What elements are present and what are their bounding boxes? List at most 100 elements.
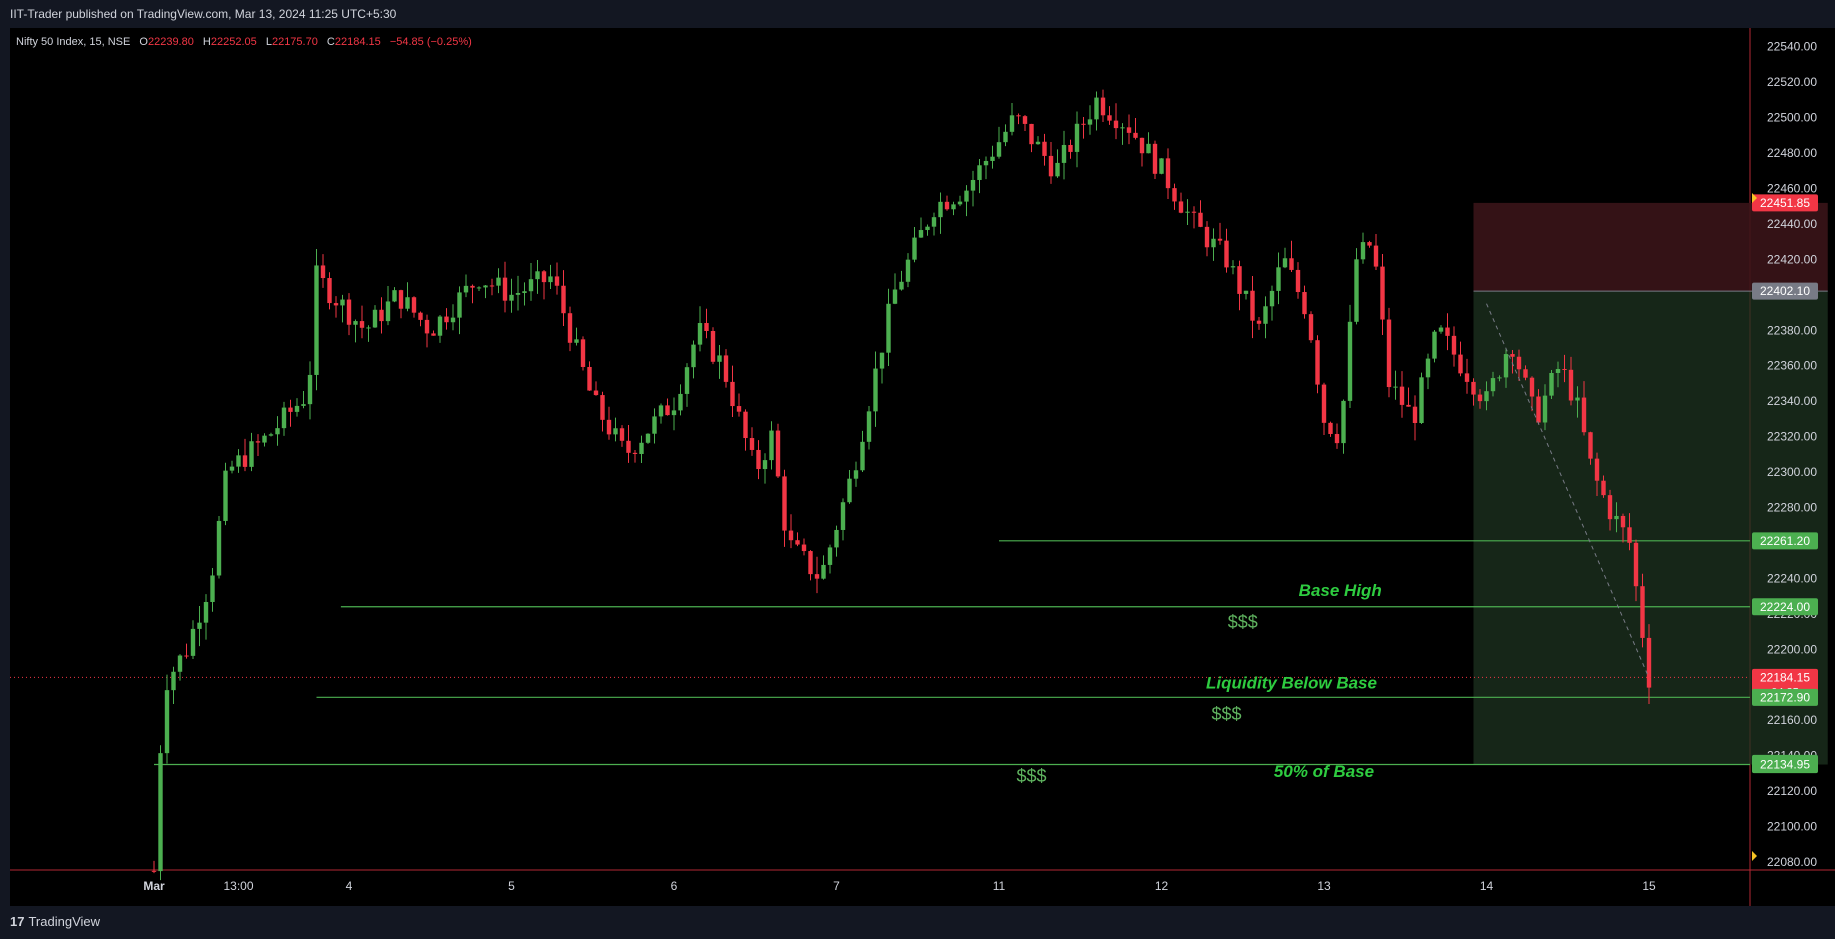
candle-up xyxy=(1087,119,1093,125)
price-tag[interactable] xyxy=(1752,282,1818,300)
candle-down xyxy=(1510,354,1515,357)
candle-down xyxy=(1594,458,1600,481)
price-tag[interactable] xyxy=(1752,194,1818,212)
trend-line[interactable] xyxy=(1486,303,1648,675)
candle-down xyxy=(1204,226,1210,248)
alert-marker-icon[interactable] xyxy=(1752,193,1757,203)
candle-down xyxy=(1458,354,1463,374)
candle-up xyxy=(307,374,313,405)
price-tag[interactable] xyxy=(1752,756,1818,774)
candle-up xyxy=(210,575,215,602)
candle-up xyxy=(990,156,995,161)
candle-up xyxy=(970,179,976,191)
legend-close-value: 22184.15 xyxy=(335,36,381,48)
chart[interactable]: Base High $$$ Liquidity Below Base $$$ 50% o… xyxy=(0,0,1835,906)
legend-low-label: L xyxy=(266,36,272,48)
candle-down xyxy=(242,455,248,467)
y-tick-label: 22500.00 xyxy=(1767,111,1817,125)
candle-down xyxy=(1646,637,1652,688)
candle-down xyxy=(320,265,326,279)
y-tick-label: 22540.00 xyxy=(1767,40,1817,54)
candle-down xyxy=(1620,515,1626,528)
candle-down xyxy=(1224,240,1229,268)
x-tick-label: 7 xyxy=(833,879,840,893)
candle-up xyxy=(1393,386,1398,388)
tradingview-logo[interactable]: 17 TradingView xyxy=(10,914,100,929)
candle-down xyxy=(1048,155,1054,177)
candle-up xyxy=(762,460,768,470)
annotation-label: Liquidity Below Base xyxy=(1206,673,1377,692)
candle-down xyxy=(1562,369,1567,371)
stop-loss-zone[interactable] xyxy=(1473,202,1828,292)
candle-up xyxy=(1360,242,1366,260)
candle-up xyxy=(1555,369,1561,373)
candle-up xyxy=(1354,259,1359,322)
candle-up xyxy=(197,622,202,629)
price-tag[interactable] xyxy=(1752,688,1818,706)
candle-up xyxy=(1503,354,1509,378)
candle-down xyxy=(801,544,807,552)
candle-down xyxy=(736,406,742,412)
candle-up xyxy=(645,433,651,443)
price-tag[interactable] xyxy=(1752,532,1818,550)
candle-up xyxy=(535,271,540,280)
candle-down xyxy=(561,285,566,314)
candle-down xyxy=(606,419,612,435)
candle-down xyxy=(418,312,423,320)
candle-up xyxy=(853,470,859,479)
candle-up xyxy=(522,291,527,293)
y-tick-label: 22120.00 xyxy=(1767,784,1817,798)
candle-up xyxy=(905,259,911,282)
candle-up xyxy=(977,165,982,180)
candle-down xyxy=(1302,292,1307,315)
candle-up xyxy=(372,309,378,328)
candle-down xyxy=(626,440,631,453)
candle-up xyxy=(912,237,917,260)
candle-down xyxy=(1412,406,1418,423)
candle-up xyxy=(1542,395,1548,423)
candle-down xyxy=(151,870,157,872)
candle-up xyxy=(515,292,521,295)
price-tag[interactable] xyxy=(1752,598,1818,616)
legend-close-label: C xyxy=(327,36,335,48)
candle-down xyxy=(379,309,384,322)
candle-up xyxy=(899,281,904,290)
candle-up xyxy=(457,292,462,318)
candle-down xyxy=(1081,123,1086,125)
candle-down xyxy=(1321,384,1327,423)
candle-up xyxy=(548,276,553,283)
price-tag-value: 22134.95 xyxy=(1760,758,1810,772)
candle-down xyxy=(1133,132,1138,138)
y-tick-label: 22520.00 xyxy=(1767,75,1817,89)
candle-up xyxy=(1497,377,1502,379)
candle-down xyxy=(1315,340,1320,385)
candle-up xyxy=(450,317,456,323)
candle-up xyxy=(1211,238,1216,248)
candle-down xyxy=(1178,201,1184,213)
candle-up xyxy=(1003,131,1008,143)
candle-down xyxy=(1152,143,1158,174)
candle-down xyxy=(1516,356,1522,370)
brand-name: TradingView xyxy=(28,914,101,929)
x-tick-label: 5 xyxy=(508,879,515,893)
candle-up xyxy=(886,303,891,353)
candle-up xyxy=(1282,258,1288,268)
candle-up xyxy=(691,344,696,368)
candle-down xyxy=(1022,116,1028,124)
candle-up xyxy=(1347,321,1353,401)
candle-up xyxy=(216,520,222,576)
alert-marker-icon[interactable] xyxy=(1752,851,1757,861)
candle-up xyxy=(1341,400,1346,444)
candle-up xyxy=(574,339,579,343)
y-tick-label: 22240.00 xyxy=(1767,571,1817,585)
candle-down xyxy=(665,405,670,416)
candle-up xyxy=(437,316,443,336)
annotation-label: 50% of Base xyxy=(1274,762,1374,781)
ohlc-legend: Nifty 50 Index, 15, NSE O22239.80 H22252… xyxy=(16,36,472,48)
candle-up xyxy=(1484,391,1489,402)
candle-up xyxy=(769,430,774,461)
candle-down xyxy=(1334,433,1340,444)
candle-up xyxy=(1438,327,1444,332)
legend-low-value: 22175.70 xyxy=(272,36,318,48)
annotation-label: Base High xyxy=(1299,581,1382,600)
